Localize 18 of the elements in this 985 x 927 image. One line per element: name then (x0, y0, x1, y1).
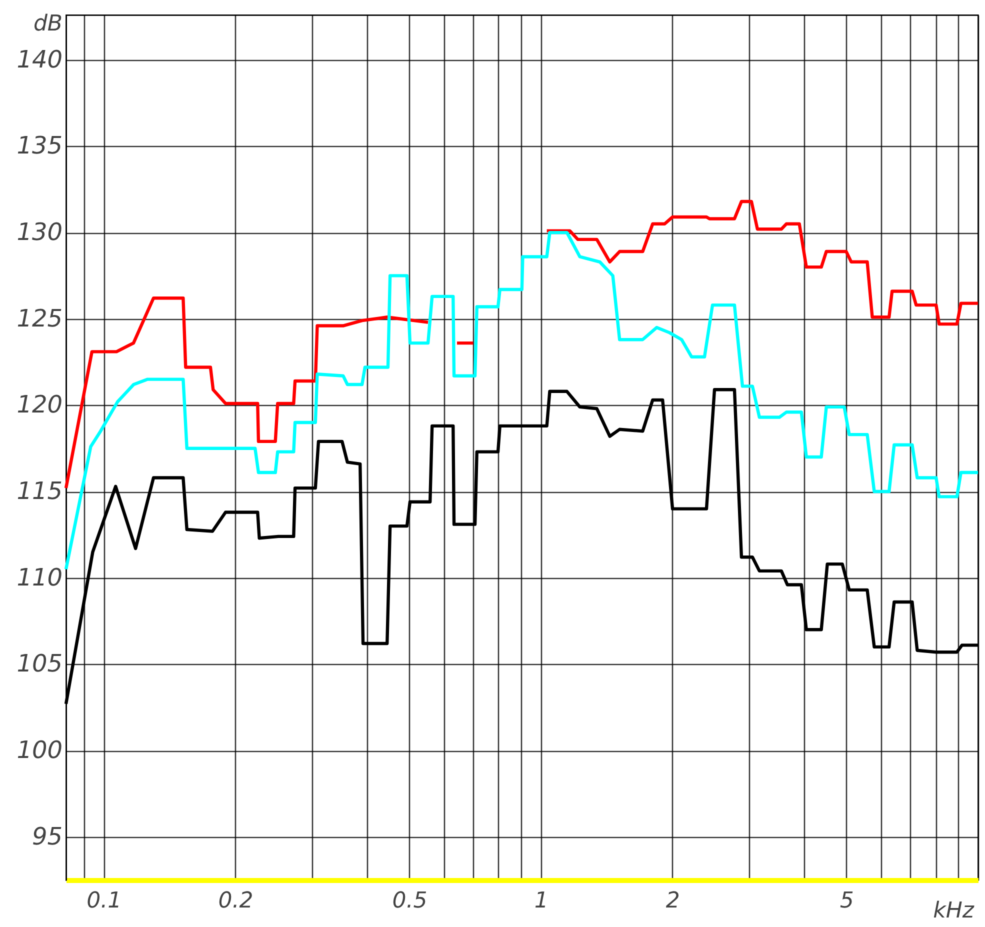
y-tick-label: 100 (16, 736, 62, 764)
x-tick-label: 2 (666, 888, 680, 914)
x-tick-label: 0.5 (392, 888, 428, 914)
y-tick-label: 95 (32, 822, 62, 850)
y-tick-label: 110 (16, 563, 62, 592)
y-tick-label: 140 (16, 45, 62, 74)
y-tick-label: 135 (16, 132, 62, 160)
x-tick-label: 5 (840, 888, 854, 914)
y-tick-label: 130 (16, 218, 62, 246)
y-axis-title: dB (33, 12, 62, 36)
y-tick-label: 125 (16, 304, 62, 332)
x-tick-label: 1 (534, 888, 548, 914)
x-tick-label: 0.2 (218, 888, 254, 914)
y-tick-label: 115 (16, 477, 62, 506)
x-tick-label: 0.1 (86, 888, 122, 914)
y-tick-label: 105 (16, 650, 62, 678)
y-tick-label: 120 (16, 390, 62, 419)
x-axis-title: kHz (933, 898, 974, 924)
